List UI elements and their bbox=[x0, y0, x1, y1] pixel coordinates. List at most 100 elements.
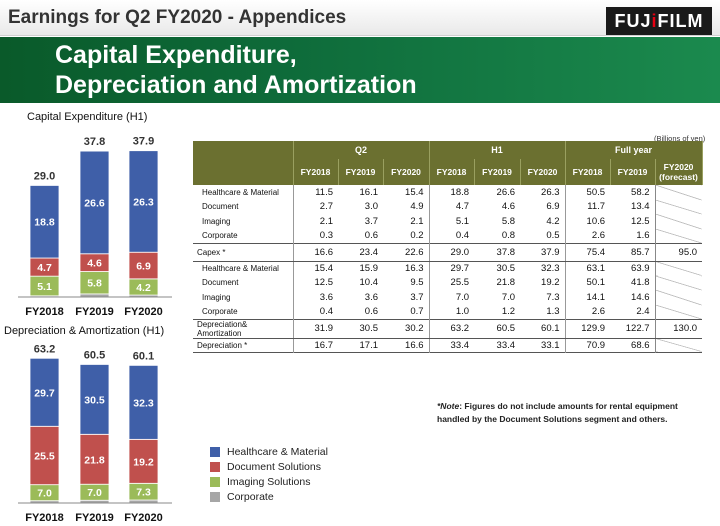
legend-label: Document Solutions bbox=[227, 460, 321, 473]
table-row: Imaging 2.1 3.7 2.1 5.1 5.8 4.2 10.6 12.5 bbox=[193, 214, 703, 229]
legend-item: Document Solutions bbox=[210, 459, 328, 474]
table-cell: 0.4 bbox=[428, 228, 475, 243]
table-cell: 63.1 bbox=[564, 260, 611, 276]
note-text: : Figures do not include amounts for ren… bbox=[437, 401, 678, 424]
table-year-header: FY2018 FY2019 FY2020 FY2018 FY2019 FY2020 FY20… bbox=[193, 159, 703, 185]
row-label: Capex * bbox=[193, 242, 293, 262]
table-cell bbox=[654, 275, 703, 290]
table-cell: 41.8 bbox=[631, 277, 650, 289]
year-header: FY2020 bbox=[383, 159, 430, 185]
table-cell: 21.8 bbox=[496, 277, 516, 289]
table-row: Healthcare & Material 11.5 16.1 15.4 18.8 26.… bbox=[193, 185, 703, 200]
table-cell: 7.3 bbox=[546, 291, 560, 303]
year-header: FY2019 bbox=[610, 159, 656, 185]
table-cell: 0.6 bbox=[364, 306, 378, 317]
category-label: FY2019 bbox=[75, 512, 114, 524]
table-cell: 63.9 bbox=[610, 260, 656, 276]
year-header: FY2018 bbox=[293, 159, 339, 185]
table-cell: 129.9 bbox=[564, 318, 611, 339]
table-row: Depreciation * 16.7 17.1 16.6 33.4 33.4 33.1 70… bbox=[193, 337, 703, 353]
data-label: 6.9 bbox=[136, 261, 151, 273]
total-label: 37.9 bbox=[133, 136, 154, 148]
slide-title-line-2: Depreciation and Amortization bbox=[55, 71, 417, 99]
row-label: Imaging bbox=[202, 292, 231, 302]
data-label: 26.6 bbox=[84, 197, 105, 209]
data-label: 4.2 bbox=[136, 282, 151, 294]
data-label: 7.0 bbox=[37, 488, 52, 500]
year-header: FY2019 bbox=[474, 159, 521, 185]
table-cell: 63.2 bbox=[428, 318, 475, 339]
row-label: Healthcare & Material bbox=[193, 260, 293, 276]
table-row: Imaging 3.6 3.6 3.7 7.0 7.0 7.3 14.1 14.6 bbox=[193, 290, 703, 305]
bar-segment bbox=[29, 357, 60, 427]
legend-label: Healthcare & Material bbox=[227, 445, 328, 458]
category-label: FY2018 bbox=[25, 306, 64, 318]
legend-item: Healthcare & Material bbox=[210, 444, 328, 459]
table-cell: 4.2 bbox=[546, 215, 560, 227]
table-cell: 26.6 bbox=[496, 186, 516, 198]
category-label: FY2020 bbox=[124, 512, 163, 524]
table-cell: 14.1 bbox=[564, 290, 611, 305]
table-cell: 15.4 bbox=[292, 260, 338, 276]
table-cell: 37.8 bbox=[474, 242, 521, 262]
table-cell: 0.2 bbox=[410, 230, 424, 241]
table-cell: 60.5 bbox=[474, 318, 521, 339]
table-cell: 7.0 bbox=[501, 291, 516, 303]
table-cell: 33.4 bbox=[428, 337, 475, 353]
table-cell: 1.2 bbox=[501, 306, 516, 317]
total-label: 63.2 bbox=[34, 343, 55, 355]
group-header-h1: H1 bbox=[429, 141, 566, 159]
table-cell: 68.6 bbox=[610, 337, 656, 353]
note-prefix: *Note bbox=[437, 401, 460, 411]
table-cell bbox=[654, 185, 703, 200]
table-cell: 11.7 bbox=[564, 199, 611, 214]
header-blank bbox=[193, 141, 294, 159]
row-label: Depreciation * bbox=[193, 337, 293, 353]
table-cell: 0.4 bbox=[292, 304, 338, 319]
table-cell bbox=[654, 290, 703, 305]
table-cell: 30.5 bbox=[338, 318, 383, 339]
table-cell: 1.6 bbox=[636, 230, 650, 241]
data-label: 26.3 bbox=[133, 196, 154, 208]
data-label: 5.8 bbox=[87, 278, 102, 290]
row-label: Document bbox=[202, 278, 239, 288]
row-label: Healthcare & Material bbox=[202, 187, 279, 197]
legend-swatch bbox=[210, 491, 220, 502]
table-cell: 3.7 bbox=[410, 291, 424, 303]
data-label: 4.6 bbox=[87, 258, 102, 270]
category-label: FY2018 bbox=[25, 512, 64, 524]
table-cell: 31.9 bbox=[292, 318, 338, 339]
table-cell: 3.6 bbox=[364, 291, 378, 303]
data-label: 29.7 bbox=[34, 387, 55, 399]
data-label: 19.2 bbox=[133, 456, 154, 468]
year-header: FY2020 bbox=[520, 159, 566, 185]
year-header: FY2019 bbox=[338, 159, 384, 185]
total-label: 37.8 bbox=[84, 136, 105, 148]
table-cell: 15.4 bbox=[405, 186, 424, 198]
legend: Healthcare & Material Document Solutions I… bbox=[210, 444, 328, 504]
table-cell: 58.2 bbox=[631, 186, 650, 198]
bar-segment bbox=[128, 150, 159, 253]
table-cell: 30.2 bbox=[383, 318, 430, 339]
table-cell: 16.7 bbox=[292, 337, 338, 353]
total-label: 60.5 bbox=[84, 349, 105, 361]
table-row: Document 2.7 3.0 4.9 4.7 4.6 6.9 11.7 13.4 bbox=[193, 199, 703, 214]
table-cell: 12.5 bbox=[292, 275, 338, 290]
header-blank bbox=[193, 159, 294, 185]
table-cell: 0.6 bbox=[364, 230, 378, 241]
table-cell: 2.1 bbox=[292, 214, 338, 229]
table-cell: 70.9 bbox=[564, 337, 611, 353]
row-label: Corporate bbox=[202, 231, 238, 240]
legend-item: Imaging Solutions bbox=[210, 474, 328, 489]
table-row: Capex * 16.6 23.4 22.6 29.0 37.8 37.9 75.4 85.7 9… bbox=[193, 242, 703, 262]
logo-text-b: FILM bbox=[657, 11, 704, 31]
total-label: 60.1 bbox=[133, 350, 154, 362]
table-row: Depreciation& Amortization 31.9 30.5 30.2 63… bbox=[193, 318, 703, 339]
table-cell: 32.3 bbox=[520, 260, 566, 276]
table-cell: 13.4 bbox=[631, 201, 650, 213]
table-cell: 10.6 bbox=[564, 214, 611, 229]
table-cell: 10.4 bbox=[359, 277, 379, 289]
row-label: Depreciation& Amortization bbox=[193, 318, 293, 339]
table-cell: 30.5 bbox=[474, 260, 521, 276]
data-table-wrapper: Q2 H1 Full year FY2018 FY2019 FY2020 FY2018… bbox=[193, 141, 703, 353]
